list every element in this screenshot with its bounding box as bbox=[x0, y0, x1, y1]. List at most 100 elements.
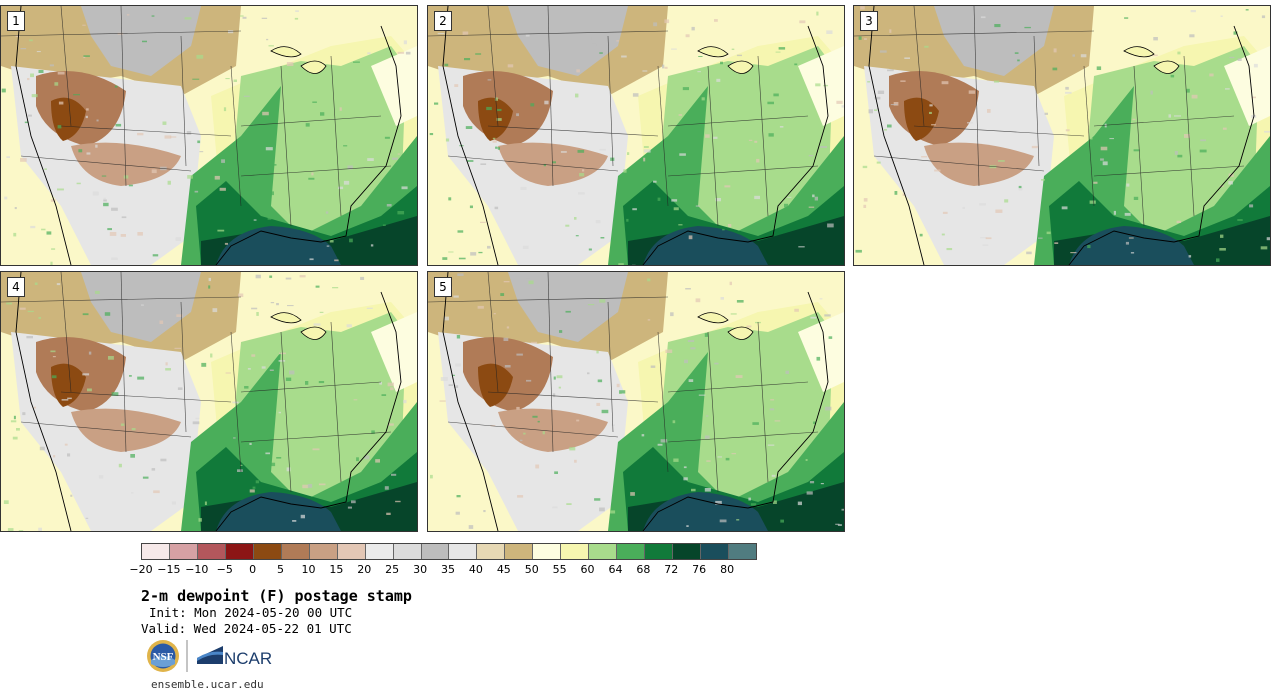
map-texture bbox=[731, 453, 736, 455]
map-region-atlantic-yellow bbox=[798, 46, 844, 126]
map-texture bbox=[998, 160, 1005, 162]
map-texture bbox=[770, 399, 775, 401]
map-region-dark-dry bbox=[51, 97, 86, 141]
map-texture bbox=[787, 196, 792, 198]
map-texture bbox=[980, 237, 988, 239]
map-texture bbox=[671, 48, 677, 50]
map-texture bbox=[1153, 37, 1158, 41]
map-texture bbox=[600, 237, 605, 239]
map-texture bbox=[1193, 68, 1198, 70]
map-texture bbox=[982, 244, 989, 246]
map-texture bbox=[1130, 252, 1135, 254]
map-texture bbox=[276, 303, 279, 306]
colorbar-segment bbox=[281, 544, 310, 559]
great-lakes bbox=[270, 312, 327, 340]
west-coastline bbox=[15, 272, 72, 531]
map-texture bbox=[643, 146, 649, 148]
map-texture bbox=[13, 232, 17, 237]
map-texture bbox=[142, 40, 147, 43]
map-texture bbox=[364, 455, 370, 460]
map-texture bbox=[448, 251, 454, 253]
map-texture bbox=[137, 232, 143, 236]
map-texture bbox=[131, 428, 136, 431]
colorbar-segment bbox=[142, 544, 170, 559]
map-texture bbox=[767, 101, 774, 105]
map-texture bbox=[131, 492, 134, 494]
map-texture bbox=[553, 376, 556, 380]
map-texture bbox=[1054, 242, 1059, 244]
map-texture bbox=[835, 523, 840, 525]
map-texture bbox=[401, 186, 408, 190]
map-texture bbox=[111, 294, 115, 298]
map-texture bbox=[717, 456, 722, 458]
map-texture bbox=[208, 285, 211, 289]
map-texture bbox=[16, 428, 20, 431]
map-texture bbox=[1031, 145, 1038, 149]
colorbar-tick-label: −5 bbox=[216, 563, 233, 576]
map-texture bbox=[1087, 245, 1091, 249]
map-texture bbox=[670, 312, 674, 317]
map-texture bbox=[199, 151, 204, 153]
map-texture bbox=[204, 501, 207, 505]
map-region-atlantic-yellow bbox=[371, 312, 417, 392]
map-texture bbox=[480, 221, 486, 223]
colorbar-segment bbox=[253, 544, 282, 559]
map-texture bbox=[1209, 73, 1214, 77]
map-texture bbox=[343, 145, 348, 147]
map-texture bbox=[691, 488, 696, 492]
map-texture bbox=[118, 463, 122, 468]
map-texture bbox=[1100, 146, 1108, 151]
map-texture bbox=[559, 330, 563, 333]
map-texture bbox=[507, 64, 514, 68]
map-texture bbox=[151, 15, 155, 17]
map-texture bbox=[686, 525, 689, 527]
map-texture bbox=[837, 524, 842, 526]
map-texture bbox=[528, 280, 534, 285]
map-texture bbox=[813, 421, 816, 424]
map-texture bbox=[774, 420, 781, 422]
map-texture bbox=[1070, 252, 1077, 254]
map-texture bbox=[194, 190, 199, 193]
colorbar-tick-label: 55 bbox=[552, 563, 567, 576]
map-region-pacific bbox=[428, 136, 483, 265]
map-texture bbox=[1090, 135, 1093, 140]
map-texture bbox=[343, 180, 350, 185]
map-texture bbox=[1124, 17, 1129, 19]
colorbar-segment bbox=[365, 544, 394, 559]
map-texture bbox=[453, 295, 459, 298]
map-texture bbox=[311, 172, 314, 176]
map-texture bbox=[289, 370, 295, 375]
map-texture bbox=[492, 140, 497, 143]
map-texture bbox=[1237, 219, 1243, 221]
map-texture bbox=[163, 61, 166, 65]
colorbar-segment bbox=[673, 544, 702, 559]
map-texture bbox=[33, 406, 36, 409]
map-texture bbox=[808, 206, 815, 208]
map-texture bbox=[575, 235, 579, 237]
colorbar-segment bbox=[589, 544, 618, 559]
map-texture bbox=[70, 494, 73, 497]
map-texture bbox=[95, 144, 98, 148]
map-texture bbox=[823, 84, 828, 87]
map-texture bbox=[1, 88, 6, 93]
map-texture bbox=[979, 203, 986, 206]
colorbar-segment bbox=[393, 544, 422, 559]
map-texture bbox=[495, 146, 498, 149]
map-texture bbox=[152, 254, 159, 257]
map-region-dark-dry bbox=[51, 363, 86, 407]
map-texture bbox=[249, 442, 252, 445]
map-texture bbox=[141, 304, 144, 306]
map-texture bbox=[292, 520, 297, 522]
map-texture bbox=[768, 133, 774, 137]
map-texture bbox=[30, 225, 36, 229]
map-texture bbox=[129, 13, 136, 15]
map-texture bbox=[312, 101, 317, 103]
map-texture bbox=[57, 125, 62, 129]
map-texture bbox=[98, 475, 104, 479]
map-texture bbox=[497, 108, 502, 112]
map-texture bbox=[874, 109, 878, 111]
map-texture bbox=[269, 369, 274, 371]
map-texture bbox=[699, 334, 705, 339]
map-texture bbox=[767, 444, 775, 446]
map-texture bbox=[566, 503, 572, 505]
